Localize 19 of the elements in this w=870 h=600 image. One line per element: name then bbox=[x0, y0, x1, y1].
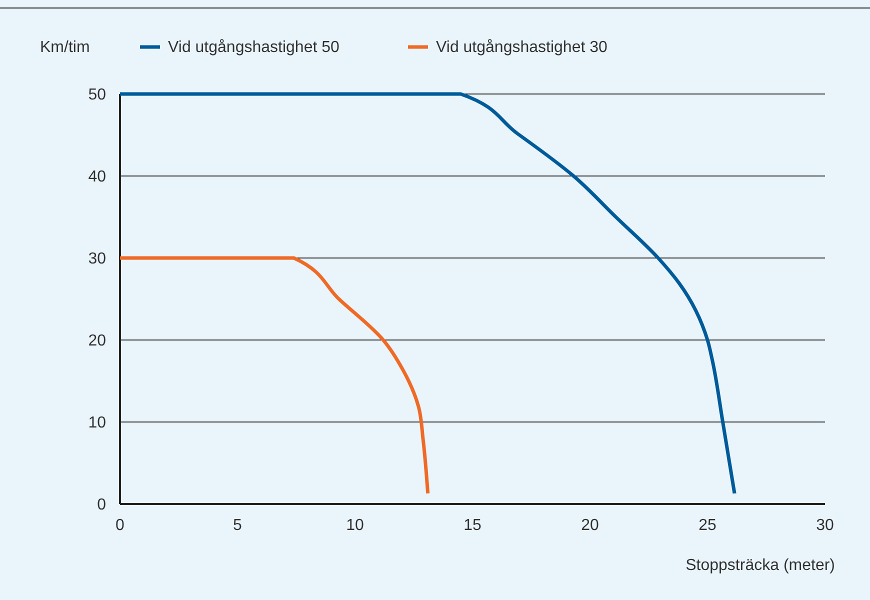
y-tick-label: 50 bbox=[88, 86, 106, 104]
x-tick-label: 5 bbox=[233, 517, 242, 534]
y-axis-title: Km/tim bbox=[40, 39, 90, 56]
y-tick-label: 30 bbox=[88, 250, 106, 268]
x-tick-label: 25 bbox=[698, 517, 716, 534]
x-axis-title: Stoppsträcka (meter) bbox=[686, 557, 835, 574]
y-tick-label: 10 bbox=[88, 414, 106, 432]
line-series bbox=[118, 92, 736, 496]
y-tick-label: 20 bbox=[88, 332, 106, 350]
legend-label: Vid utgångshastighet 30 bbox=[436, 39, 608, 56]
x-tick-label: 15 bbox=[464, 517, 482, 534]
x-tick-label: 10 bbox=[346, 517, 364, 534]
y-tick-label: 0 bbox=[97, 496, 106, 514]
x-tick-label: 0 bbox=[116, 517, 125, 534]
x-tick-label: 20 bbox=[581, 517, 599, 534]
line-series bbox=[118, 256, 430, 496]
legend-label: Vid utgångshastighet 50 bbox=[168, 39, 340, 56]
y-tick-label: 40 bbox=[88, 168, 106, 186]
x-tick-label: 30 bbox=[816, 517, 834, 534]
